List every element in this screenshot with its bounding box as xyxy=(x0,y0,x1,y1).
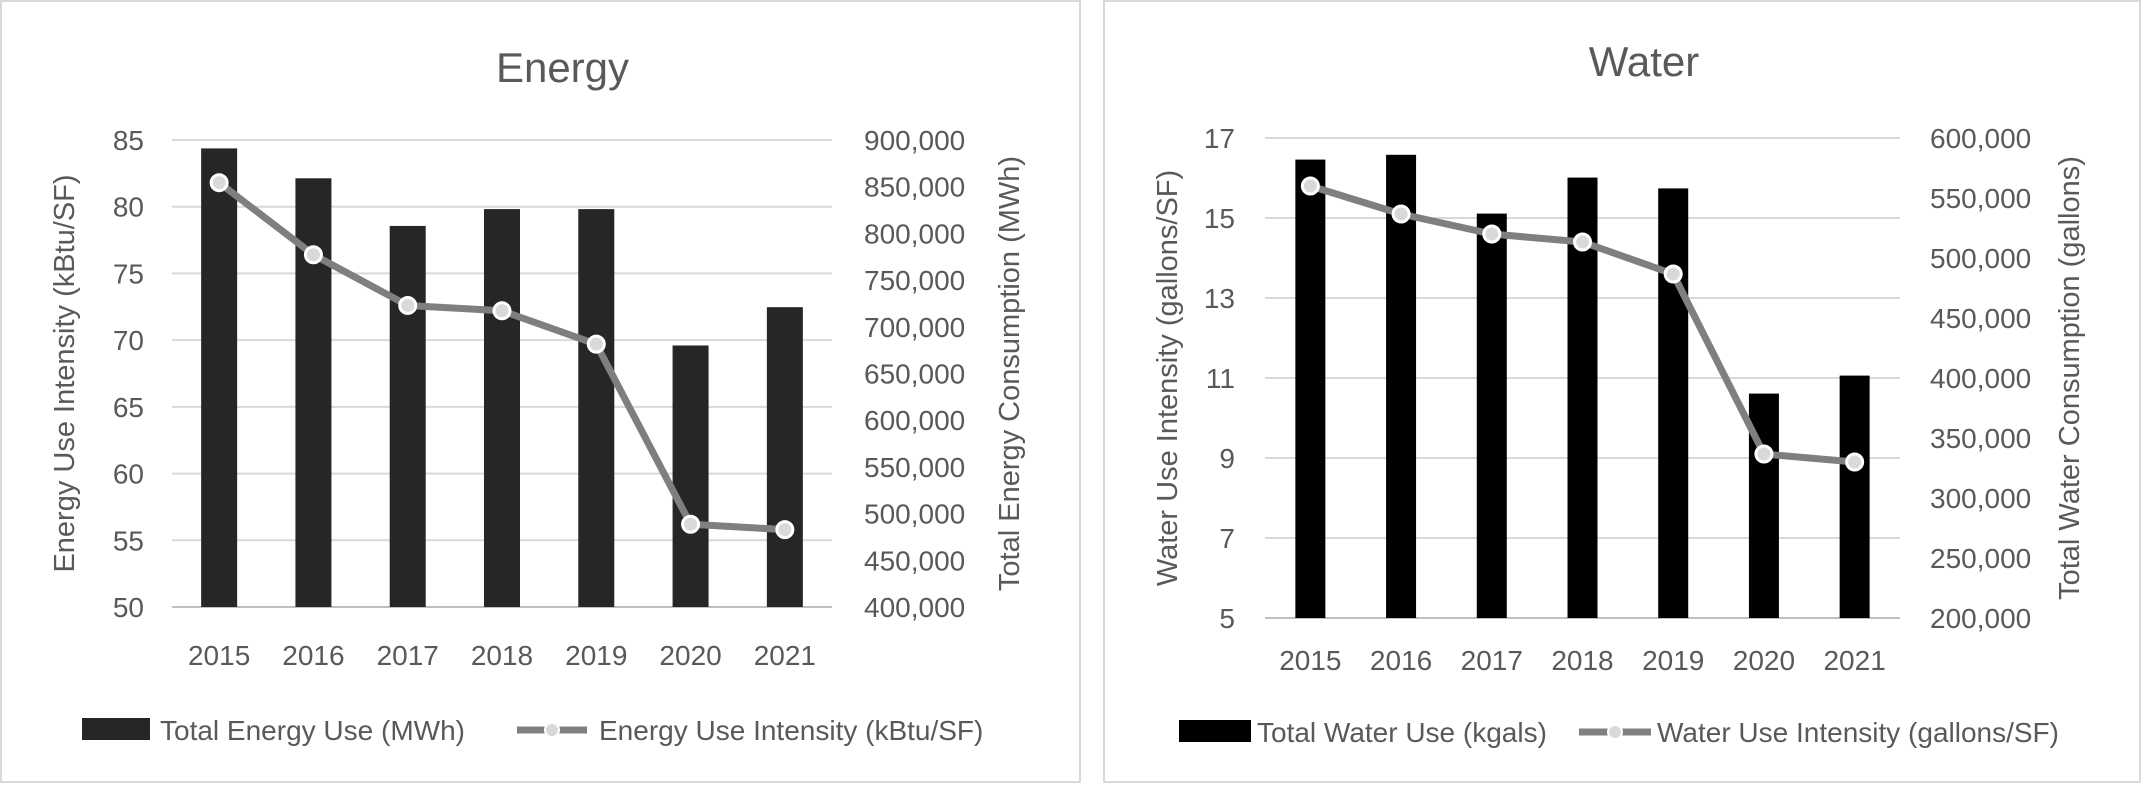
right-axis-title: Total Water Consumption (gallons) xyxy=(2054,156,2086,600)
x-axis-tick-label: 2021 xyxy=(754,640,816,671)
bar xyxy=(201,148,238,607)
bar xyxy=(672,345,709,607)
left-axis-tick-label: 60 xyxy=(113,459,144,490)
right-axis-tick-label: 650,000 xyxy=(864,359,965,390)
left-axis-tick-label: 75 xyxy=(113,258,144,289)
right-axis-tick-label: 300,000 xyxy=(1930,483,2031,514)
right-axis-tick-label: 600,000 xyxy=(864,405,965,436)
bar xyxy=(1839,375,1870,618)
x-axis-tick-label: 2018 xyxy=(1551,645,1613,676)
legend-marker xyxy=(1607,724,1623,740)
line-point xyxy=(1573,232,1592,252)
x-axis-tick-label: 2016 xyxy=(1370,645,1432,676)
legend-label: Energy Use Intensity (kBtu/SF) xyxy=(599,715,983,746)
right-axis-tick-label: 750,000 xyxy=(864,265,965,296)
line-point xyxy=(1845,452,1865,472)
left-axis-tick-label: 13 xyxy=(1204,283,1235,314)
left-axis-tick-label: 85 xyxy=(113,125,144,156)
bar xyxy=(1658,188,1689,618)
legend-bar-swatch xyxy=(82,718,150,740)
x-axis-tick-label: 2015 xyxy=(188,640,250,671)
water-chart: Water 5 7 9 11 13 15 17 200,000 250,000 300,000 350… xyxy=(1152,38,2086,748)
x-axis-tick-label: 2017 xyxy=(377,640,439,671)
line-point xyxy=(775,520,795,540)
right-axis-tick-label: 550,000 xyxy=(864,452,965,483)
line-point xyxy=(303,245,323,265)
x-axis-tick-label: 2019 xyxy=(1642,645,1704,676)
bar xyxy=(578,209,615,607)
chart-title: Energy xyxy=(496,44,629,91)
bar xyxy=(1295,159,1326,618)
right-axis-tick-label: 400,000 xyxy=(1930,363,2031,394)
x-axis-tick-label: 2015 xyxy=(1279,645,1341,676)
left-axis-tick-label: 5 xyxy=(1219,603,1235,634)
line-point xyxy=(1391,204,1411,224)
x-axis-tick-label: 2017 xyxy=(1461,645,1523,676)
bar xyxy=(484,209,520,607)
right-axis-tick-label: 450,000 xyxy=(1930,303,2031,334)
right-axis-title: Total Energy Consumption (MWh) xyxy=(994,156,1026,591)
left-axis-tick-label: 70 xyxy=(113,325,144,356)
bar xyxy=(1386,154,1417,619)
left-axis-tick-label: 65 xyxy=(113,392,144,423)
line-point xyxy=(1754,444,1774,464)
right-axis-tick-label: 250,000 xyxy=(1930,543,2031,574)
left-axis-tick-label: 11 xyxy=(1206,363,1235,394)
x-axis-tick-label: 2019 xyxy=(565,640,627,671)
right-axis-tick-label: 700,000 xyxy=(864,312,965,343)
bar xyxy=(766,307,803,607)
line-point xyxy=(1300,176,1320,196)
energy-chart-panel: Energy 50 55 60 65 70 75 80 85 400,000 450,000 500,… xyxy=(0,0,1081,783)
bar xyxy=(389,225,426,608)
line-point xyxy=(209,173,229,193)
left-axis-tick-label: 7 xyxy=(1219,523,1235,554)
line-point xyxy=(492,301,512,321)
x-axis-tick-label: 2020 xyxy=(1733,645,1795,676)
left-axis-tick-label: 9 xyxy=(1219,443,1235,474)
bar xyxy=(1476,213,1507,618)
line-point xyxy=(398,295,418,315)
right-axis-tick-label: 800,000 xyxy=(864,218,965,249)
right-axis-tick-label: 500,000 xyxy=(1930,243,2031,274)
right-axis-tick-label: 600,000 xyxy=(1930,123,2031,154)
left-axis-tick-label: 80 xyxy=(113,192,144,223)
left-axis-title: Energy Use Intensity (kBtu/SF) xyxy=(49,174,81,572)
right-axis-tick-label: 550,000 xyxy=(1930,183,2031,214)
line-point xyxy=(681,514,701,534)
left-axis-tick-label: 55 xyxy=(113,525,144,556)
legend-label: Total Water Use (kgals) xyxy=(1257,717,1547,748)
water-chart-panel: Water 5 7 9 11 13 15 17 200,000 250,000 300,000 350… xyxy=(1103,0,2141,783)
x-axis-tick-label: 2020 xyxy=(659,640,721,671)
left-axis-tick-label: 50 xyxy=(113,592,144,623)
chart-title: Water xyxy=(1589,38,1699,85)
right-axis-tick-label: 500,000 xyxy=(864,499,965,530)
right-axis-tick-label: 200,000 xyxy=(1930,603,2031,634)
left-axis-title: Water Use Intensity (gallons/SF) xyxy=(1152,170,1184,586)
x-axis-tick-label: 2018 xyxy=(471,640,533,671)
energy-chart: Energy 50 55 60 65 70 75 80 85 400,000 450,000 500,… xyxy=(49,44,1026,746)
line-point xyxy=(1663,264,1683,284)
line-point xyxy=(586,334,606,354)
right-axis-tick-label: 400,000 xyxy=(864,592,965,623)
right-axis-tick-label: 350,000 xyxy=(1930,423,2031,454)
legend-label: Total Energy Use (MWh) xyxy=(160,715,465,746)
legend-label: Water Use Intensity (gallons/SF) xyxy=(1657,717,2059,748)
x-axis-tick-label: 2016 xyxy=(282,640,344,671)
right-axis-tick-label: 450,000 xyxy=(864,545,965,576)
left-axis-tick-label: 15 xyxy=(1204,203,1235,234)
legend-marker xyxy=(544,722,560,738)
x-axis-tick-label: 2021 xyxy=(1823,645,1885,676)
line-point xyxy=(1482,224,1502,244)
right-axis-tick-label: 850,000 xyxy=(864,172,965,203)
legend-bar-swatch xyxy=(1179,720,1251,742)
right-axis-tick-label: 900,000 xyxy=(864,125,965,156)
left-axis-tick-label: 17 xyxy=(1204,123,1235,154)
